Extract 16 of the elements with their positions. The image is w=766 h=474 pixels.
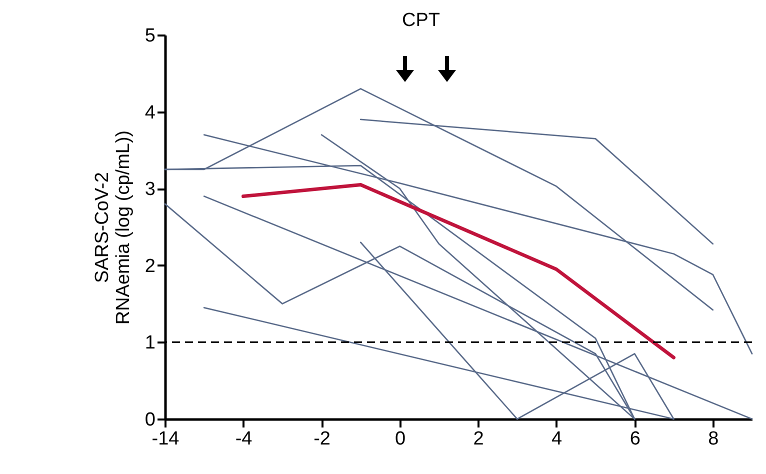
x-tick-label: -4: [235, 428, 253, 450]
y-tick-label: 3: [144, 179, 156, 200]
x-tick-label: -14: [152, 428, 180, 450]
y-tick-label: 1: [144, 332, 156, 354]
x-tick-label: 4: [552, 428, 563, 450]
x-tick-label: 6: [630, 428, 640, 450]
x-tick-label: -2: [314, 428, 330, 450]
y-tick-label: 4: [144, 102, 156, 124]
text: CPT: [402, 10, 440, 32]
x-tick-label: 2: [473, 428, 484, 450]
y-axis-title: SARS-CoV-2 RNAemia (log (cp/mL)): [92, 130, 134, 325]
x-tick-label: 0: [395, 428, 406, 450]
y-tick-label: 2: [144, 256, 156, 277]
y-tick-label: 5: [144, 26, 156, 46]
y-tick-label: 0: [144, 410, 156, 430]
x-tick-label: 8: [708, 428, 719, 450]
